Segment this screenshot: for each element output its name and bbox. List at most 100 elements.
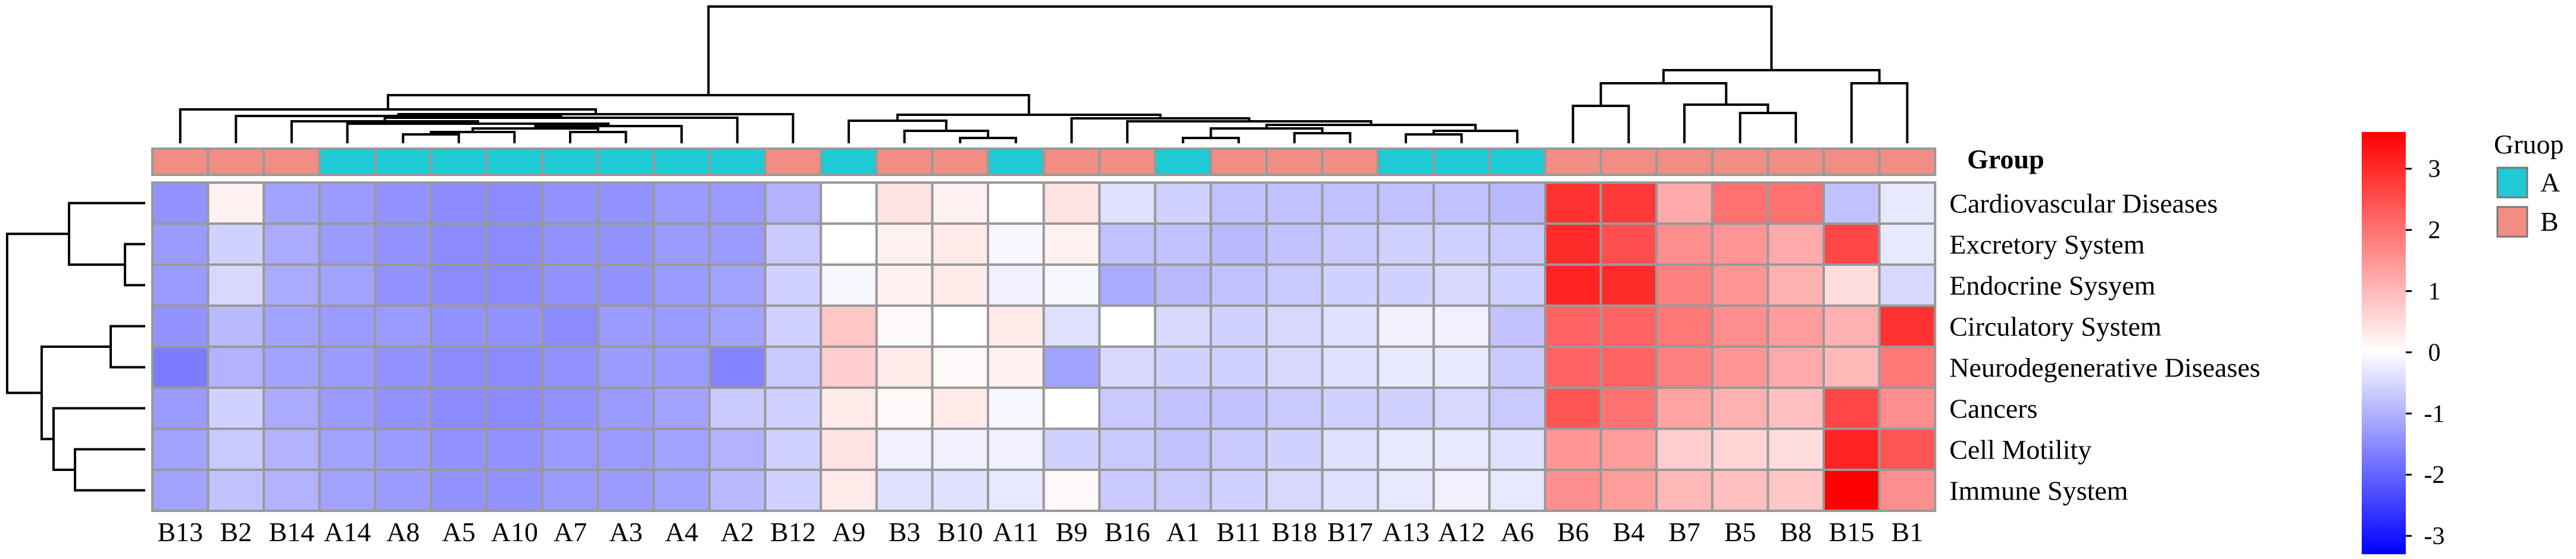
group-cell — [764, 147, 823, 176]
column-label: B1 — [1892, 517, 1924, 547]
colorbar-tick-label: -2 — [2424, 461, 2445, 489]
heatmap-cell — [1544, 263, 1602, 307]
heatmap-cell — [652, 181, 711, 225]
heatmap-cell — [1098, 181, 1156, 225]
column-label: A2 — [721, 517, 754, 547]
heatmap-cell — [1544, 222, 1602, 266]
column-label: A12 — [1438, 517, 1485, 547]
heatmap-cell — [764, 346, 823, 389]
row-label: Neurodegenerative Diseases — [1949, 353, 2260, 383]
heatmap-cell — [1599, 469, 1658, 512]
heatmap-cell — [820, 181, 878, 225]
heatmap-cell — [596, 428, 655, 471]
heatmap-cell — [708, 222, 767, 266]
heatmap-cell — [596, 469, 655, 512]
group-cell — [652, 147, 711, 176]
heatmap-cell — [1488, 263, 1546, 307]
heatmap-cell — [987, 387, 1045, 430]
heatmap-cell — [1377, 346, 1435, 389]
column-label: B14 — [269, 517, 315, 547]
column-label: B5 — [1724, 517, 1756, 547]
group-cell — [1042, 147, 1101, 176]
heatmap-cell — [764, 387, 823, 430]
heatmap-cell — [652, 469, 711, 512]
heatmap-cell — [151, 428, 210, 471]
group-cell — [1377, 147, 1435, 176]
group-cell — [987, 147, 1045, 176]
heatmap-cell — [1544, 346, 1602, 389]
heatmap-cell — [1153, 304, 1212, 348]
heatmap-cell — [151, 181, 210, 225]
heatmap-cell — [541, 469, 599, 512]
dendrogram-branch — [1181, 137, 1240, 143]
heatmap-cell — [1711, 304, 1770, 348]
heatmap-cell — [318, 469, 377, 512]
heatmap-cell — [931, 304, 990, 348]
group-cell — [207, 147, 265, 176]
heatmap-cell — [1098, 304, 1156, 348]
heatmap-cell — [1321, 304, 1380, 348]
group-cell — [1544, 147, 1602, 176]
heatmap-cell — [1042, 181, 1101, 225]
heatmap-cell — [1321, 222, 1380, 266]
colorbar-tick-label: 2 — [2428, 217, 2441, 244]
heatmap-cell — [1098, 222, 1156, 266]
column-label: A6 — [1500, 517, 1534, 547]
group-cell — [1488, 147, 1546, 176]
colorbar: 3 2 1 0 -1 -2 -3 — [2362, 132, 2445, 554]
heatmap-cell — [262, 428, 321, 471]
heatmap-cell — [374, 428, 433, 471]
heatmap-cell — [1209, 469, 1268, 512]
heatmap-cell — [1098, 469, 1156, 512]
column-label: B17 — [1327, 517, 1373, 547]
heatmap-cell — [1321, 346, 1380, 389]
heatmap-cell — [1822, 469, 1881, 512]
heatmap-cell — [262, 346, 321, 389]
heatmap-cell — [1098, 346, 1156, 389]
heatmap-cell — [485, 222, 544, 266]
heatmap-cell — [374, 304, 433, 348]
heatmap-cell — [1822, 304, 1881, 348]
heatmap-cell — [374, 469, 433, 512]
heatmap-cell — [1767, 181, 1825, 225]
heatmap-cell — [1153, 428, 1212, 471]
heatmap-cell — [875, 387, 934, 430]
heatmap-cell — [374, 263, 433, 307]
heatmap-cell — [430, 263, 488, 307]
heatmap-cell — [931, 428, 990, 471]
row-labels: Cardiovascular Diseases Excretory System E… — [1949, 189, 2260, 506]
column-label: B11 — [1217, 517, 1261, 547]
heatmap-cell — [318, 387, 377, 430]
heatmap-cell — [931, 346, 990, 389]
column-label: A13 — [1382, 517, 1429, 547]
group-cell — [1822, 147, 1881, 176]
heatmap-cell — [1377, 304, 1435, 348]
heatmap-cell — [151, 304, 210, 348]
heatmap-cell — [1265, 428, 1324, 471]
heatmap-cell — [875, 346, 934, 389]
dendrogram-branch — [1571, 105, 1630, 143]
row-label: Excretory System — [1949, 230, 2145, 260]
heatmap-cell — [1488, 181, 1546, 225]
heatmap-cell — [430, 222, 488, 266]
group-annotation-bar — [151, 147, 1937, 176]
heatmap-cell — [485, 304, 544, 348]
heatmap-cell — [1042, 304, 1101, 348]
group-cell — [541, 147, 599, 176]
heatmap-cell — [987, 263, 1045, 307]
heatmap-cell — [1209, 304, 1268, 348]
heatmap-cell — [1488, 346, 1546, 389]
heatmap-cell — [1544, 181, 1602, 225]
heatmap-cell — [708, 181, 767, 225]
colorbar-tick-label: -3 — [2424, 523, 2445, 550]
heatmap-cell — [374, 346, 433, 389]
dendrogram-branch — [1293, 132, 1352, 143]
dendrogram-branch — [1405, 133, 1463, 143]
heatmap-cell — [1544, 428, 1602, 471]
group-cell — [374, 147, 433, 176]
heatmap-cell — [875, 469, 934, 512]
heatmap-cell — [1042, 222, 1101, 266]
heatmap-cell — [1377, 181, 1435, 225]
heatmap-cell — [1432, 263, 1491, 307]
heatmap-cell — [1878, 304, 1937, 348]
